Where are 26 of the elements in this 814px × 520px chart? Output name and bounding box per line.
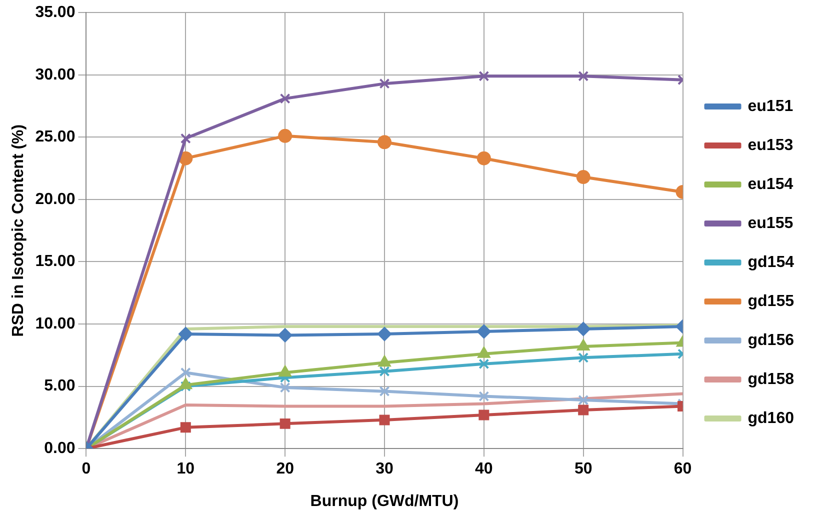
x-tick-label: 30: [376, 460, 394, 478]
y-tick-label: 35.00: [35, 4, 76, 22]
x-tick-label: 10: [176, 460, 195, 478]
y-tick-label: 0.00: [44, 440, 76, 458]
legend-label: eu154: [748, 176, 794, 193]
legend-label: eu151: [748, 98, 794, 115]
x-tick-label: 20: [276, 460, 294, 478]
y-axis-title: RSD in Isotopic Content (%): [10, 124, 28, 337]
x-tick-label: 50: [574, 460, 592, 478]
y-tick-label: 15.00: [35, 253, 76, 270]
y-tick-label: 5.00: [44, 378, 76, 395]
legend-label: gd160: [748, 410, 794, 427]
legend-label: gd156: [748, 332, 794, 349]
legend-label: gd154: [748, 254, 794, 271]
legend-label: gd158: [748, 370, 794, 388]
legend-label: gd155: [748, 292, 794, 310]
y-tick-label: 20.00: [35, 190, 76, 208]
y-tick-label: 25.00: [35, 128, 76, 146]
legend-label: eu153: [748, 136, 794, 154]
x-tick-label: 40: [475, 460, 493, 478]
legend-label: eu155: [748, 214, 794, 232]
x-axis-title: Burnup (GWd/MTU): [310, 492, 459, 510]
y-tick-label: 30.00: [35, 66, 76, 84]
y-tick-label: 10.00: [35, 315, 76, 332]
x-tick-label: 60: [674, 460, 692, 478]
x-tick-label: 0: [82, 460, 91, 478]
